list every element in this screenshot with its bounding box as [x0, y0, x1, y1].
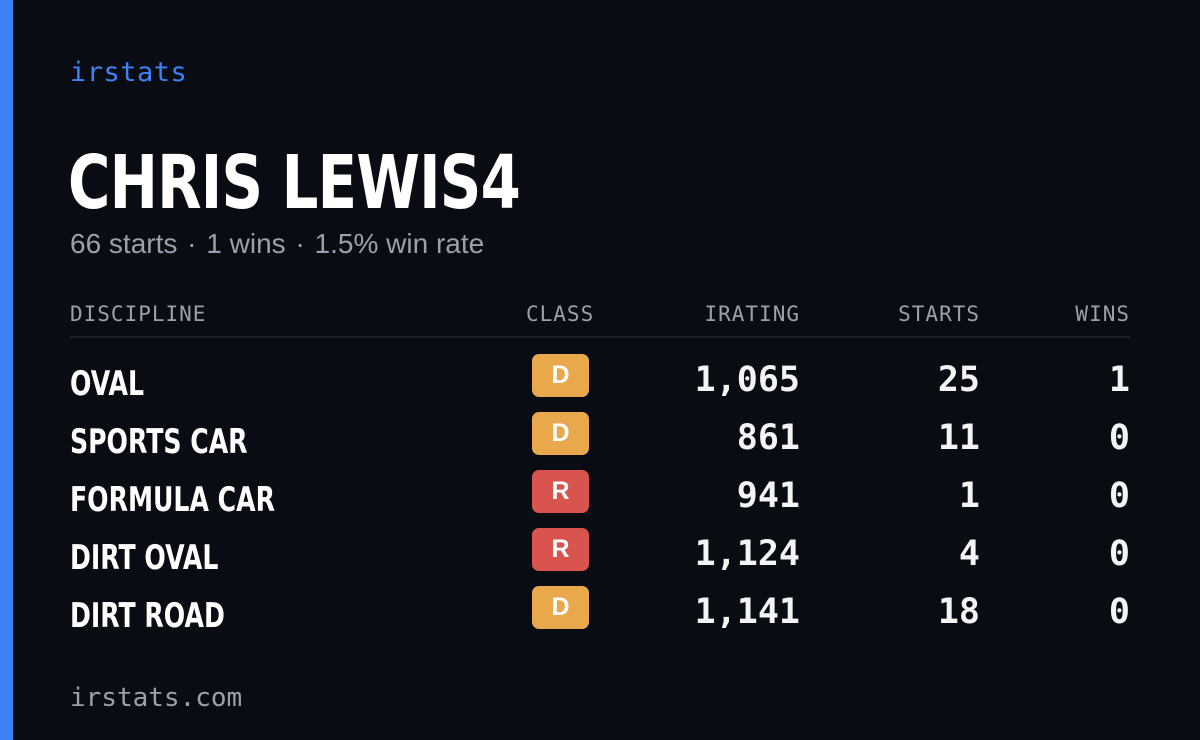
header-class: CLASS	[526, 302, 595, 326]
wins-cell: 0	[1108, 476, 1130, 516]
class-badge: R	[532, 470, 589, 513]
wins-count: 1 wins	[206, 228, 286, 259]
table-row: DIRT ROAD D 1,141 18 0	[70, 586, 1130, 644]
footer-domain: irstats.com	[70, 683, 243, 713]
table-header: DISCIPLINE CLASS IRATING STARTS WINS	[70, 296, 1130, 338]
class-cell: D	[532, 354, 589, 397]
separator: ·	[187, 228, 197, 259]
win-rate: 1.5% win rate	[314, 228, 485, 259]
discipline-cell: FORMULA CAR	[70, 480, 275, 520]
stats-table: DISCIPLINE CLASS IRATING STARTS WINS OVA…	[70, 296, 1130, 644]
class-badge: D	[532, 412, 589, 455]
table-row: DIRT OVAL R 1,124 4 0	[70, 528, 1130, 586]
separator: ·	[295, 228, 305, 259]
wins-cell: 0	[1108, 592, 1130, 632]
header-starts: STARTS	[898, 302, 980, 326]
irating-cell: 941	[736, 476, 800, 516]
starts-cell: 18	[937, 592, 980, 632]
starts-cell: 11	[937, 418, 980, 458]
accent-bar	[0, 0, 13, 740]
irating-cell: 1,124	[694, 534, 800, 574]
driver-name: CHRIS LEWIS4	[68, 140, 521, 226]
starts-cell: 4	[958, 534, 980, 574]
class-cell: R	[532, 470, 589, 513]
starts-count: 66 starts	[70, 228, 178, 259]
irating-cell: 1,141	[694, 592, 800, 632]
wins-cell: 0	[1108, 418, 1130, 458]
driver-summary: 66 starts · 1 wins · 1.5% win rate	[70, 226, 484, 262]
class-badge: D	[532, 586, 589, 629]
class-badge: R	[532, 528, 589, 571]
discipline-cell: DIRT ROAD	[70, 596, 225, 636]
table-row: FORMULA CAR R 941 1 0	[70, 470, 1130, 528]
table-body: OVAL D 1,065 25 1 SPORTS CAR D 861 11 0 …	[70, 338, 1130, 644]
table-row: OVAL D 1,065 25 1	[70, 354, 1130, 412]
header-wins: WINS	[1075, 302, 1130, 326]
wins-cell: 1	[1108, 360, 1130, 400]
brand-logo: irstats	[70, 57, 188, 88]
class-cell: R	[532, 528, 589, 571]
class-cell: D	[532, 586, 589, 629]
discipline-cell: SPORTS CAR	[70, 422, 248, 462]
wins-cell: 0	[1108, 534, 1130, 574]
starts-cell: 1	[958, 476, 980, 516]
starts-cell: 25	[937, 360, 980, 400]
class-badge: D	[532, 354, 589, 397]
discipline-cell: DIRT OVAL	[70, 538, 219, 578]
class-cell: D	[532, 412, 589, 455]
header-discipline: DISCIPLINE	[70, 302, 207, 326]
discipline-cell: OVAL	[70, 364, 144, 404]
table-row: SPORTS CAR D 861 11 0	[70, 412, 1130, 470]
header-irating: IRATING	[704, 302, 800, 326]
irating-cell: 861	[736, 418, 800, 458]
irating-cell: 1,065	[694, 360, 800, 400]
